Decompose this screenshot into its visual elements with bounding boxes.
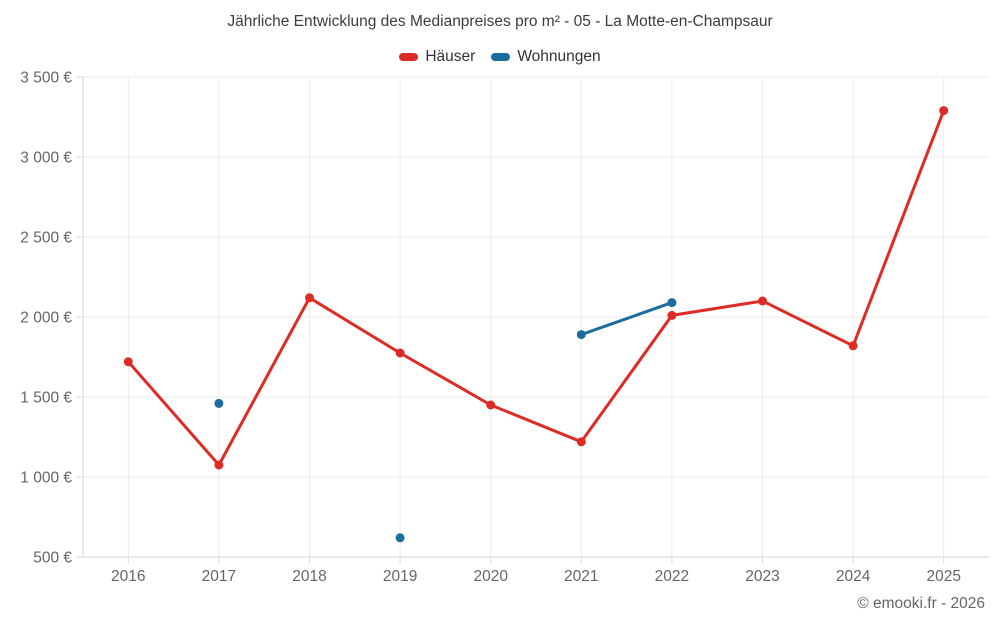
legend-item-hauser[interactable]: Häuser	[399, 48, 475, 66]
legend-label-hauser: Häuser	[425, 48, 476, 65]
legend-label-wohnungen: Wohnungen	[517, 48, 601, 65]
point-hauser-2016[interactable]	[123, 357, 133, 367]
point-hauser-2024[interactable]	[848, 341, 858, 351]
point-wohnungen-2021[interactable]	[576, 330, 586, 340]
y-tick-label-500: 500 €	[33, 550, 72, 567]
point-wohnungen-2017[interactable]	[214, 398, 224, 408]
x-tick-label-2017: 2017	[202, 568, 236, 585]
chart-legend: Häuser Wohnungen	[0, 48, 1000, 66]
point-hauser-2019[interactable]	[395, 348, 405, 358]
x-tick-label-2025: 2025	[926, 568, 960, 585]
point-hauser-2022[interactable]	[667, 310, 677, 320]
point-hauser-2025[interactable]	[939, 106, 949, 116]
legend-swatch-hauser	[399, 53, 419, 61]
y-tick-label-3000: 3 000 €	[20, 150, 72, 167]
series-line-wohnungen	[580, 301, 673, 337]
legend-swatch-wohnungen	[491, 53, 511, 61]
x-tick-label-2018: 2018	[292, 568, 326, 585]
series-line-hauser	[127, 110, 946, 467]
legend-item-wohnungen[interactable]: Wohnungen	[491, 48, 601, 66]
y-tick-label-3500: 3 500 €	[20, 70, 72, 87]
attribution-credit: © emooki.fr - 2026	[857, 595, 985, 612]
x-tick-label-2024: 2024	[836, 568, 871, 585]
point-hauser-2020[interactable]	[486, 400, 496, 410]
point-wohnungen-2022[interactable]	[667, 298, 677, 308]
x-tick-label-2019: 2019	[383, 568, 417, 585]
y-tick-label-1500: 1 500 €	[20, 390, 72, 407]
x-tick-label-2020: 2020	[473, 568, 508, 585]
y-tick-label-2000: 2 000 €	[20, 310, 72, 327]
x-tick-label-2021: 2021	[564, 568, 598, 585]
point-wohnungen-2019[interactable]	[395, 533, 405, 543]
y-tick-label-2500: 2 500 €	[20, 230, 72, 247]
point-hauser-2021[interactable]	[576, 437, 586, 447]
x-tick-label-2016: 2016	[111, 568, 145, 585]
y-tick-label-1000: 1 000 €	[20, 470, 72, 487]
x-tick-label-2022: 2022	[655, 568, 689, 585]
point-hauser-2017[interactable]	[214, 460, 224, 470]
x-tick-label-2023: 2023	[745, 568, 779, 585]
point-hauser-2023[interactable]	[758, 296, 767, 306]
chart-title: Jährliche Entwicklung des Medianpreises …	[227, 13, 773, 30]
point-hauser-2018[interactable]	[305, 293, 314, 303]
